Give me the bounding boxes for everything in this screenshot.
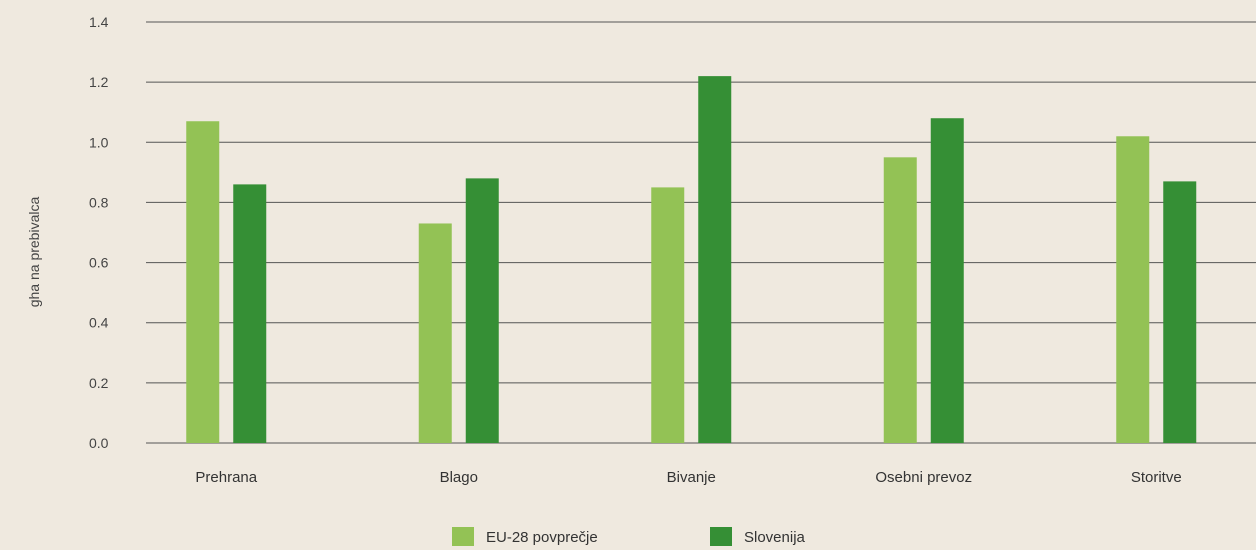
y-tick-label: 0.0 <box>89 435 109 451</box>
y-tick-label: 1.2 <box>89 74 109 90</box>
category-label: Bivanje <box>667 469 716 486</box>
legend-label: Slovenija <box>744 529 806 546</box>
y-tick-label: 0.6 <box>89 255 109 271</box>
bar-eu28-0 <box>186 121 220 443</box>
bar-slovenija-2 <box>698 76 732 443</box>
y-axis-title: gha na prebivalca <box>26 197 42 308</box>
bar-eu28-4 <box>1116 136 1150 443</box>
bar-eu28-3 <box>883 157 917 444</box>
legend-label: EU-28 povprečje <box>486 529 598 546</box>
x-axis-categories: Prehrana Blago Bivanje Osebni prevoz Storitv… <box>195 469 1181 486</box>
bar-slovenija-0 <box>233 184 267 443</box>
category-label: Prehrana <box>195 469 257 486</box>
bar-eu28-1 <box>418 223 452 443</box>
category-label: Blago <box>440 469 478 486</box>
bars <box>186 76 1197 444</box>
legend-swatch <box>452 527 474 546</box>
legend-swatch <box>710 527 732 546</box>
bar-slovenija-3 <box>930 118 964 443</box>
y-tick-label: 1.0 <box>89 134 109 150</box>
bar-slovenija-4 <box>1163 181 1197 443</box>
bar-eu28-2 <box>651 187 685 443</box>
category-label: Osebni prevoz <box>875 469 972 486</box>
bar-slovenija-1 <box>465 178 499 443</box>
y-axis-ticks: 0.0 0.2 0.4 0.6 0.8 1.0 1.2 1.4 <box>89 14 109 451</box>
y-tick-label: 0.2 <box>89 375 109 391</box>
y-tick-label: 0.4 <box>89 315 109 331</box>
category-label: Storitve <box>1131 469 1182 486</box>
y-tick-label: 0.8 <box>89 194 109 210</box>
legend: EU-28 povprečje Slovenija <box>452 527 806 546</box>
y-tick-label: 1.4 <box>89 14 109 30</box>
